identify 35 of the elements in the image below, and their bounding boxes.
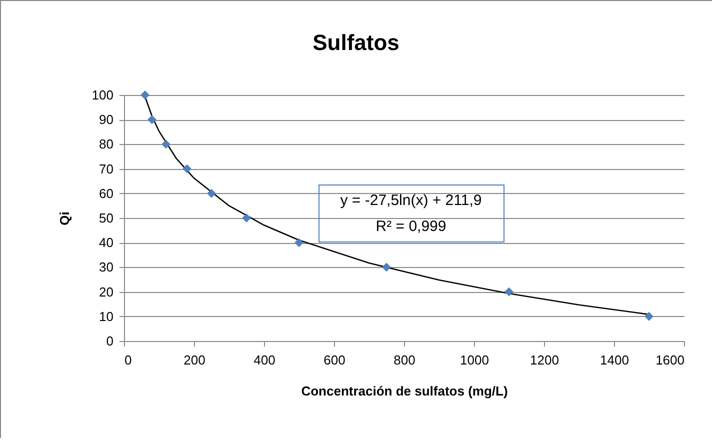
x-tick-label: 1600 xyxy=(656,352,684,368)
x-axis-title: Concentración de sulfatos (mg/L) xyxy=(301,384,508,398)
x-tick-label: 600 xyxy=(324,352,346,368)
y-tick-label: 50 xyxy=(99,210,114,226)
x-tick-label: 0 xyxy=(124,352,132,368)
y-tick-label: 0 xyxy=(106,334,114,348)
chart-title: Sulfatos xyxy=(312,30,400,55)
y-tick-label: 100 xyxy=(92,88,114,102)
annotation: R² = 0,999 xyxy=(376,218,446,235)
y-axis-title: Qi xyxy=(56,212,72,226)
point xyxy=(207,188,216,198)
y-tick-label: 20 xyxy=(99,284,114,300)
annotation: y = -27,5ln(x) + 211,9 xyxy=(340,192,482,209)
y-tick-label: 40 xyxy=(99,235,114,250)
y-tick-label: 30 xyxy=(99,260,114,275)
x-tick-label: 800 xyxy=(394,352,416,368)
point xyxy=(242,214,251,222)
y-tick-label: 60 xyxy=(99,186,114,201)
point xyxy=(294,238,304,248)
point xyxy=(140,90,150,100)
point xyxy=(162,140,170,149)
x-tick-label: 1200 xyxy=(530,352,559,368)
y-tick-label: 10 xyxy=(99,308,114,324)
point xyxy=(182,164,192,174)
x-tick-label: 400 xyxy=(254,352,276,368)
point xyxy=(644,312,654,321)
y-tick-label: 80 xyxy=(99,136,114,152)
point xyxy=(382,262,391,272)
x-tick-label: 1400 xyxy=(600,352,629,368)
y-tick-label: 70 xyxy=(99,161,114,176)
point xyxy=(148,115,156,124)
y-tick-label: 90 xyxy=(99,112,114,128)
x-tick-label: 200 xyxy=(184,352,206,368)
point xyxy=(504,287,514,296)
x-tick-label: 1000 xyxy=(460,352,489,368)
